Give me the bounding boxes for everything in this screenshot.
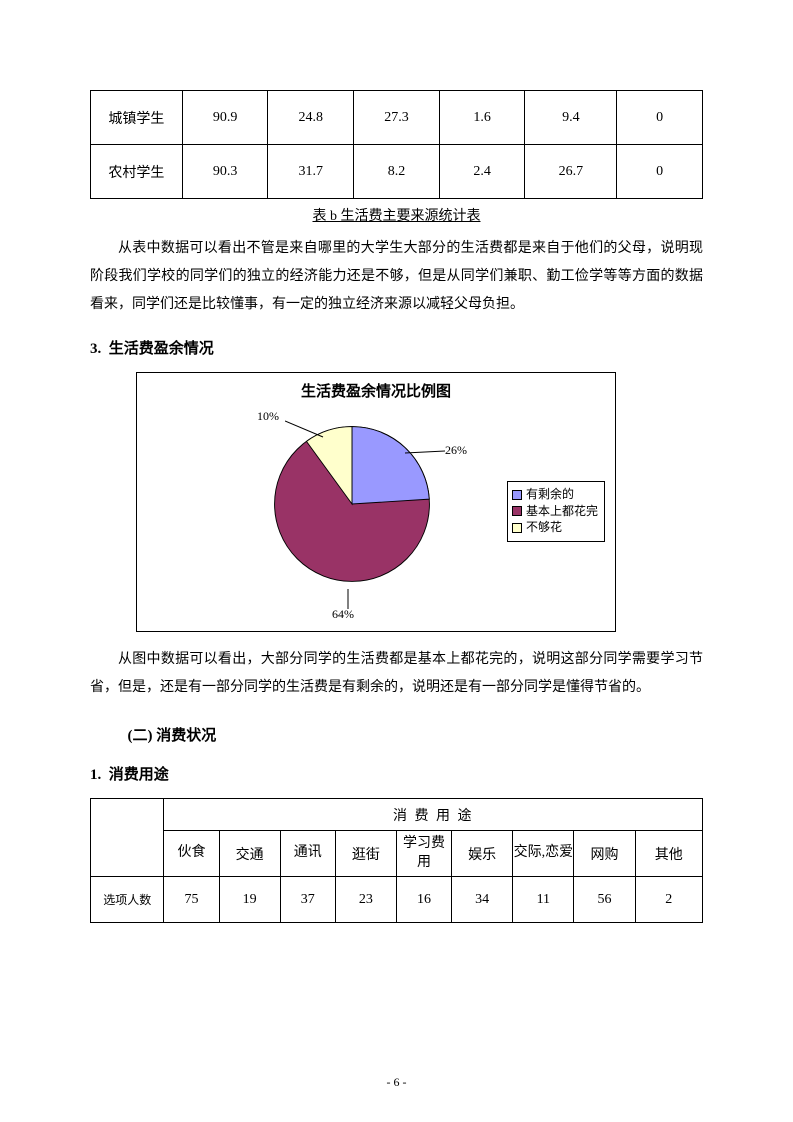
table-expense-purpose: 消 费 用 途 伙食 交通 通讯 逛街 学习费用 娱乐 交际,恋爱 网购 其他 …: [90, 798, 703, 923]
paragraph: 从表中数据可以看出不管是来自哪里的大学生大部分的生活费都是来自于他们的父母，说明…: [90, 235, 703, 319]
row-label: 选项人数: [91, 877, 164, 923]
pie-label-10: 10%: [257, 409, 279, 424]
col-header: 交通: [219, 831, 280, 877]
row-label: 农村学生: [91, 145, 183, 199]
heading-text: 生活费盈余情况: [109, 341, 214, 357]
pie-label-64: 64%: [332, 607, 354, 622]
row-label: 城镇学生: [91, 91, 183, 145]
cell: 2: [635, 877, 702, 923]
table-row: 选项人数 75 19 37 23 16 34 11 56 2: [91, 877, 703, 923]
paragraph: 从图中数据可以看出，大部分同学的生活费都是基本上都花完的，说明这部分同学需要学习…: [90, 646, 703, 702]
cell: 11: [513, 877, 574, 923]
table-row: 城镇学生 90.9 24.8 27.3 1.6 9.4 0: [91, 91, 703, 145]
cell: 75: [164, 877, 219, 923]
chart-legend: 有剩余的 基本上都花完 不够花: [507, 481, 605, 542]
legend-label: 不够花: [526, 520, 562, 536]
cell: 23: [335, 877, 396, 923]
legend-item: 基本上都花完: [512, 504, 598, 520]
subheading-2: (二) 消费状况: [90, 724, 703, 745]
col-header: 伙食: [164, 831, 219, 877]
pie-label-26: 26%: [445, 443, 467, 458]
legend-label: 有剩余的: [526, 487, 574, 503]
cell: 19: [219, 877, 280, 923]
heading-1: 1. 消费用途: [90, 763, 703, 784]
col-header: 逛街: [335, 831, 396, 877]
col-header: 交际,恋爱: [513, 831, 574, 877]
cell: 27.3: [354, 91, 440, 145]
legend-swatch-icon: [512, 490, 522, 500]
table-row: 消 费 用 途: [91, 799, 703, 831]
cell: 0: [617, 91, 703, 145]
cell: 31.7: [268, 145, 354, 199]
cell: 0: [617, 145, 703, 199]
cell: 1.6: [439, 91, 525, 145]
cell: 37: [280, 877, 335, 923]
cell: 2.4: [439, 145, 525, 199]
page: 城镇学生 90.9 24.8 27.3 1.6 9.4 0 农村学生 90.3 …: [0, 0, 793, 1122]
legend-item: 有剩余的: [512, 487, 598, 503]
content: 城镇学生 90.9 24.8 27.3 1.6 9.4 0 农村学生 90.3 …: [90, 90, 703, 923]
cell: 56: [574, 877, 635, 923]
cell: 34: [452, 877, 513, 923]
legend-swatch-icon: [512, 506, 522, 516]
cell: 9.4: [525, 91, 617, 145]
table-row: 伙食 交通 通讯 逛街 学习费用 娱乐 交际,恋爱 网购 其他: [91, 831, 703, 877]
cell: 8.2: [354, 145, 440, 199]
heading-3: 3. 生活费盈余情况: [90, 337, 703, 358]
pie-chart: 生活费盈余情况比例图 26% 64% 10% 有剩: [136, 372, 616, 632]
legend-item: 不够花: [512, 520, 598, 536]
table-caption: 表 b 生活费主要来源统计表: [90, 205, 703, 225]
col-header: 学习费用: [396, 831, 451, 877]
heading-text: 消费用途: [109, 767, 169, 783]
col-header: 网购: [574, 831, 635, 877]
legend-label: 基本上都花完: [526, 504, 598, 520]
legend-swatch-icon: [512, 523, 522, 533]
table-row: 农村学生 90.3 31.7 8.2 2.4 26.7 0: [91, 145, 703, 199]
merged-header: 消 费 用 途: [164, 799, 703, 831]
cell: 90.3: [182, 145, 268, 199]
col-header: 娱乐: [452, 831, 513, 877]
col-header: 通讯: [280, 831, 335, 877]
cell: 24.8: [268, 91, 354, 145]
page-number: - 6 -: [0, 1075, 793, 1090]
col-header: 其他: [635, 831, 702, 877]
cell: 26.7: [525, 145, 617, 199]
table-source-stats: 城镇学生 90.9 24.8 27.3 1.6 9.4 0 农村学生 90.3 …: [90, 90, 703, 199]
chart-title: 生活费盈余情况比例图: [137, 373, 615, 401]
cell: 90.9: [182, 91, 268, 145]
cell: 16: [396, 877, 451, 923]
